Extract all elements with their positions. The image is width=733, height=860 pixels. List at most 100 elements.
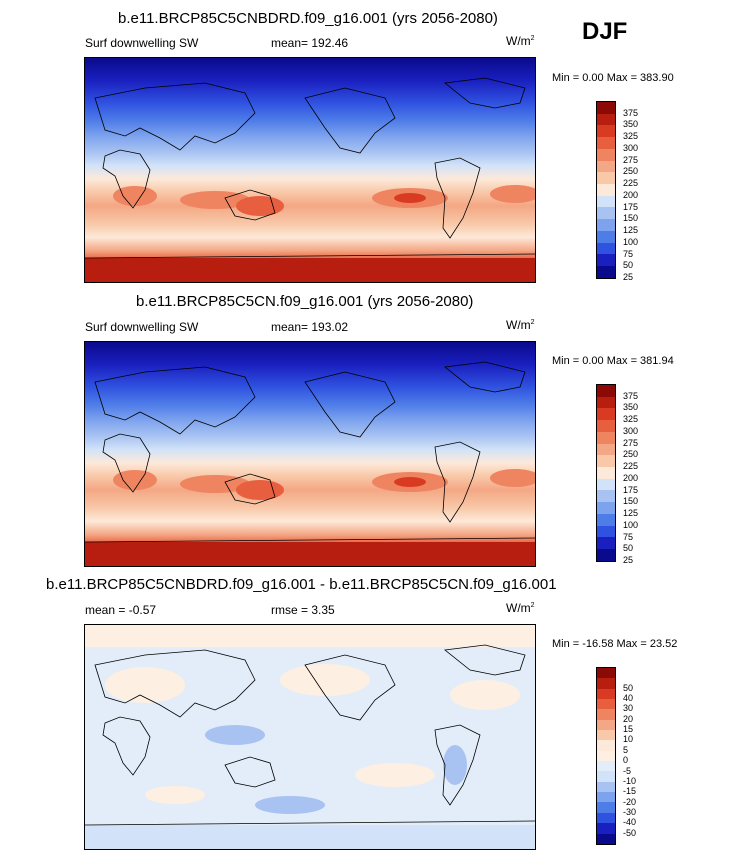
panel3-title: b.e11.BRCP85C5CNBDRD.f09_g16.001 - b.e11…: [46, 576, 557, 593]
colorbar-tick-label: 25: [623, 555, 634, 565]
colorbar-tick-label: -20: [623, 796, 637, 807]
colorbar-tick-label: 5: [623, 744, 629, 755]
colorbar-tick-label: 30: [623, 703, 634, 714]
colorbar-segment: [597, 148, 615, 161]
panel1-map: [84, 57, 536, 283]
colorbar-tick-label: 75: [623, 248, 634, 259]
panel1-units: W/m2: [506, 34, 535, 48]
colorbar-tick-label: 50: [623, 543, 634, 554]
colorbar-tick-label: -40: [623, 817, 637, 828]
panel2-mean: mean= 193.02: [271, 320, 349, 334]
colorbar-segment: [597, 823, 615, 834]
colorbar-tick-label: 300: [623, 425, 639, 436]
colorbar-segment: [597, 137, 615, 149]
colorbar-segment: [597, 761, 615, 772]
colorbar-tick-label: 200: [623, 472, 639, 483]
colorbar-segment: [597, 431, 615, 444]
panel3-mean: mean = -0.57: [85, 603, 157, 617]
colorbar-tick-label: 125: [623, 225, 639, 236]
colorbar-tick-label: 275: [623, 154, 639, 165]
colorbar-segment: [597, 230, 615, 243]
colorbar-segment: [597, 802, 615, 813]
colorbar-segment: [597, 771, 615, 782]
panel2-map: [84, 341, 536, 567]
colorbar-tick-label: 225: [623, 461, 639, 472]
colorbar-tick-label: 350: [623, 402, 639, 413]
colorbar-segment: [597, 242, 615, 255]
colorbar-segment: [597, 254, 615, 267]
colorbar-tick-label: 20: [623, 713, 634, 724]
colorbar-tick-label: 150: [623, 213, 639, 224]
colorbar-tick-label: 175: [623, 201, 639, 212]
colorbar-segment: [597, 513, 615, 526]
panel1-title: b.e11.BRCP85C5CNBDRD.f09_g16.001 (yrs 20…: [118, 10, 498, 27]
colorbar-tick-label: 50: [623, 682, 634, 693]
colorbar-tick-label: 50: [623, 260, 634, 271]
panel2-units: W/m2: [506, 318, 535, 332]
colorbar-tick-label: 250: [623, 166, 639, 177]
units-text: W/m: [506, 601, 531, 615]
colorbar-tick-label: 325: [623, 131, 639, 142]
panel2-title: b.e11.BRCP85C5CN.f09_g16.001 (yrs 2056-2…: [136, 293, 474, 310]
colorbar-tick-label: 250: [623, 449, 639, 460]
units-sup: 2: [530, 602, 535, 609]
colorbar-segment: [597, 408, 615, 421]
colorbar-tick-label: 200: [623, 189, 639, 200]
colorbar-tick-label: 100: [623, 236, 639, 247]
colorbar-segment: [597, 455, 615, 468]
colorbar-segment: [597, 184, 615, 196]
panel2-variable: Surf downwelling SW: [85, 320, 199, 334]
colorbar-segment: [597, 537, 615, 550]
units-sup: 2: [530, 35, 535, 42]
colorbar-tick-label: 375: [623, 390, 639, 401]
colorbar-tick-label: 300: [623, 142, 639, 153]
colorbar-segment: [597, 525, 615, 538]
colorbar-segment: [597, 113, 615, 126]
panel1-minmax: Min = 0.00 Max = 383.90: [552, 72, 674, 84]
panel2-colorbar: [596, 384, 616, 562]
colorbar-segment: [597, 699, 615, 710]
colorbar-segment: [597, 678, 615, 689]
colorbar-segment: [597, 195, 615, 208]
colorbar-tick-label: 275: [623, 437, 639, 448]
colorbar-tick-label: 40: [623, 693, 634, 704]
colorbar-tick-label: -5: [623, 765, 632, 776]
colorbar-segment: [597, 502, 615, 514]
colorbar-tick-label: 10: [623, 734, 634, 745]
colorbar-segment: [597, 160, 615, 173]
colorbar-segment: [597, 490, 615, 503]
panel3-minmax: Min = -16.58 Max = 23.52: [552, 638, 678, 650]
colorbar-tick-label: 25: [623, 272, 634, 282]
colorbar-segment: [597, 443, 615, 456]
panel3-units: W/m2: [506, 601, 535, 615]
colorbar-tick-label: 15: [623, 724, 634, 735]
colorbar-segment: [597, 833, 615, 844]
colorbar-segment: [597, 719, 615, 731]
colorbar-segment: [597, 549, 615, 561]
colorbar-segment: [597, 478, 615, 491]
colorbar-tick-label: 125: [623, 508, 639, 519]
colorbar-segment: [597, 467, 615, 479]
colorbar-segment: [597, 781, 615, 793]
colorbar-segment: [597, 812, 615, 824]
colorbar-tick-label: -15: [623, 786, 637, 797]
colorbar-segment: [597, 792, 615, 803]
colorbar-tick-label: 0: [623, 755, 629, 766]
colorbar-segment: [597, 219, 615, 231]
colorbar-tick-label: 150: [623, 496, 639, 507]
panel1-variable: Surf downwelling SW: [85, 36, 199, 50]
units-text: W/m: [506, 34, 531, 48]
colorbar-segment: [597, 709, 615, 720]
colorbar-tick-label: 225: [623, 178, 639, 189]
colorbar-tick-label: -30: [623, 806, 637, 817]
colorbar-tick-label: 375: [623, 107, 639, 118]
panel3-colorbar: [596, 667, 616, 845]
colorbar-segment: [597, 750, 615, 762]
colorbar-tick-label: 175: [623, 484, 639, 495]
colorbar-segment: [597, 385, 615, 397]
colorbar-segment: [597, 688, 615, 700]
colorbar-tick-label: 350: [623, 119, 639, 130]
panel1-colorbar: [596, 101, 616, 279]
colorbar-segment: [597, 125, 615, 138]
colorbar-segment: [597, 420, 615, 432]
